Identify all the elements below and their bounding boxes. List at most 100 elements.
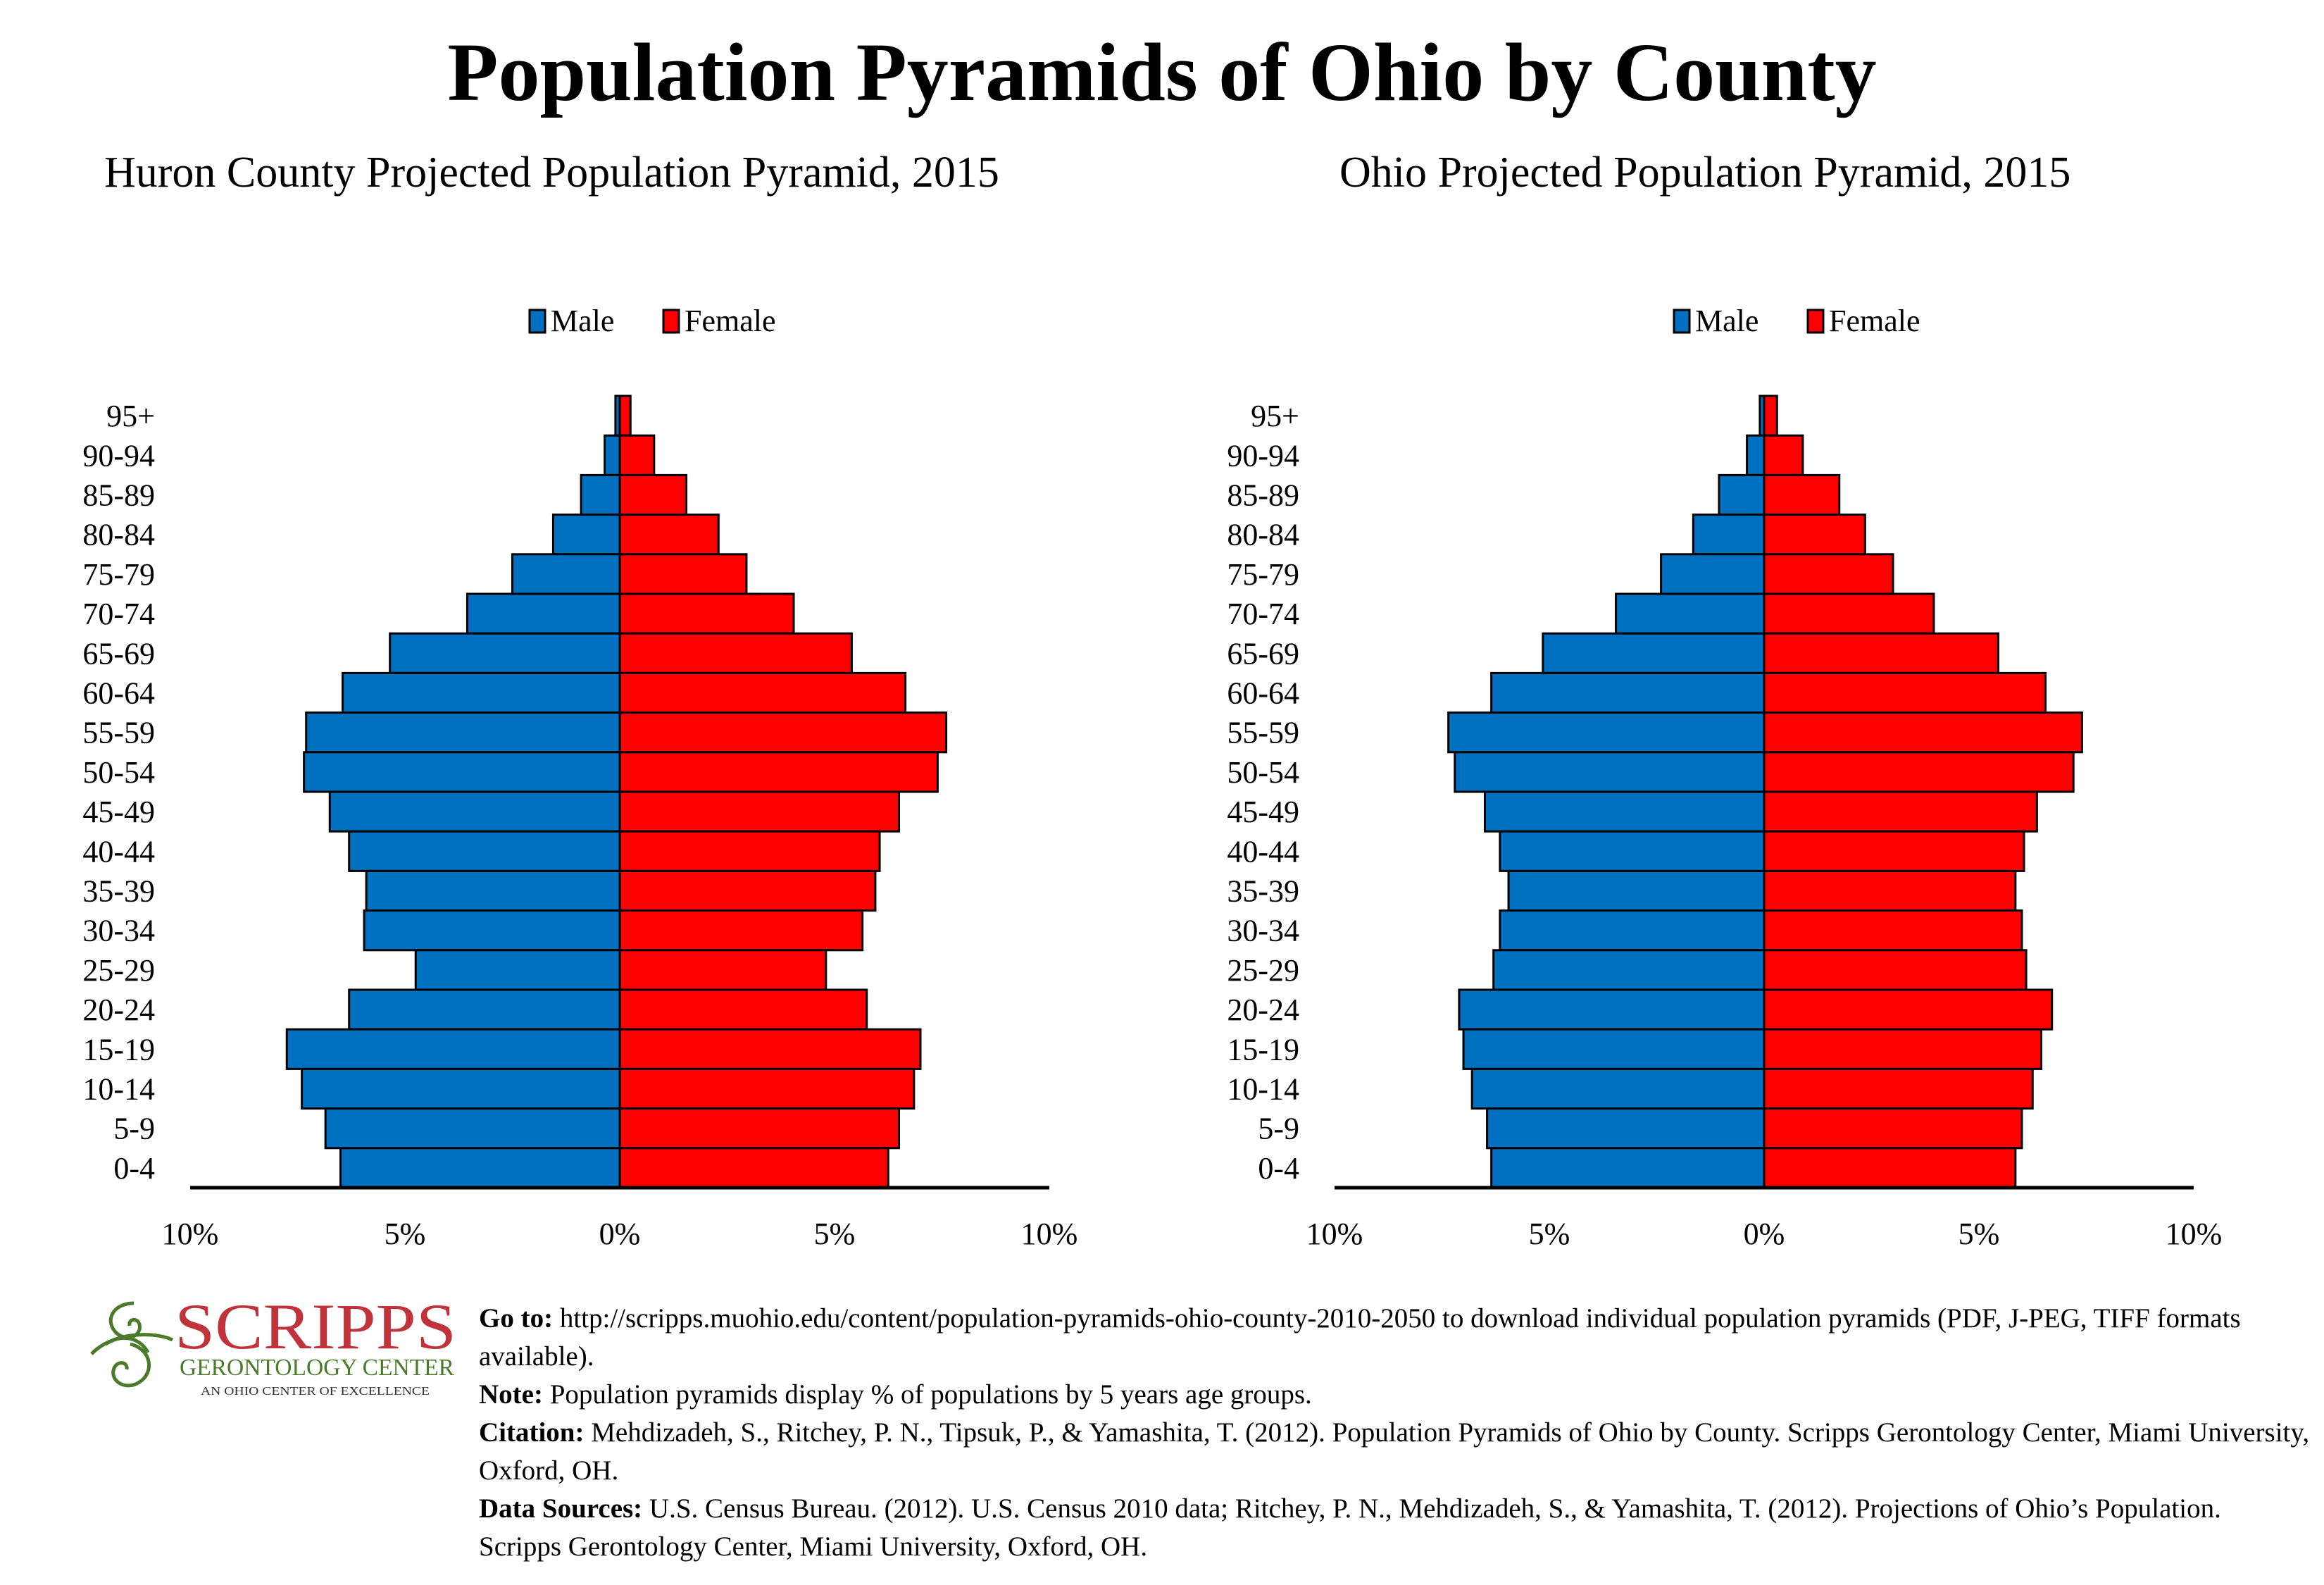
y-tick-label: 65-69 [82, 636, 155, 671]
bar-female-85-89 [1763, 473, 1841, 516]
chart-title-huron: Huron County Projected Population Pyrami… [104, 149, 999, 197]
bar-female-15-19 [1763, 1028, 2042, 1070]
pyramid-chart-huron: Male Female 95+ 90-94 85-89 80-84 75-79 70-74 65… [82, 304, 1078, 1251]
bar-female-25-29 [618, 949, 827, 991]
y-tick-label: 0-4 [1258, 1151, 1299, 1186]
bar-male-85-89 [580, 473, 621, 516]
x-tick-label: 5% [1958, 1217, 2000, 1251]
y-tick-label: 0-4 [113, 1151, 155, 1186]
bar-male-0-4 [339, 1147, 621, 1189]
bar-male-35-39 [365, 869, 621, 912]
bar-male-5-9 [324, 1107, 621, 1150]
footer-goto-link[interactable]: http://scripps.muohio.edu/content/popula… [479, 1303, 2241, 1372]
bar-female-60-64 [618, 671, 907, 714]
swirl-icon [90, 1301, 174, 1388]
y-tick-label: 10-14 [1227, 1072, 1299, 1107]
bar-male-65-69 [389, 632, 621, 674]
bar-female-40-44 [1763, 830, 2025, 872]
footer-note: Note: Population pyramids display % of p… [479, 1379, 1312, 1410]
y-tick-label: 80-84 [82, 518, 155, 552]
bar-male-70-74 [466, 592, 621, 635]
bar-female-5-9 [618, 1107, 900, 1150]
legend-swatch-male [1673, 309, 1691, 334]
y-tick-label: 75-79 [82, 557, 155, 592]
y-tick-label: 85-89 [1227, 478, 1299, 513]
bar-female-65-69 [618, 632, 853, 674]
legend: Male Female [528, 304, 776, 338]
legend: Male Female [1673, 304, 1920, 338]
bar-female-35-39 [618, 869, 877, 912]
bar-male-90-94 [604, 434, 621, 476]
bar-female-0-4 [618, 1147, 889, 1189]
bar-male-15-19 [1462, 1028, 1766, 1070]
x-tick-label: 5% [1529, 1217, 1570, 1251]
y-tick-label: 25-29 [82, 953, 155, 988]
bar-female-80-84 [1763, 514, 1866, 556]
y-tick-label: 90-94 [1227, 438, 1299, 473]
bar-male-15-19 [285, 1028, 621, 1070]
bar-female-25-29 [1763, 949, 2028, 991]
x-tick-label: 0% [1744, 1217, 1785, 1251]
legend-swatch-female [662, 309, 680, 334]
bar-male-55-59 [305, 711, 621, 754]
bar-female-35-39 [1763, 869, 2017, 912]
y-tick-label: 90-94 [82, 438, 155, 473]
bar-male-20-24 [1458, 988, 1766, 1031]
bar-male-80-84 [1692, 514, 1766, 556]
x-tick-label: 5% [814, 1217, 856, 1251]
y-tick-label: 45-49 [82, 795, 155, 829]
y-tick-label: 35-39 [1227, 874, 1299, 909]
bar-male-80-84 [551, 514, 621, 556]
bar-male-35-39 [1507, 869, 1766, 912]
x-tick-label: 10% [2166, 1217, 2223, 1251]
y-tick-label: 15-19 [82, 1032, 155, 1067]
x-tick-label: 10% [162, 1217, 219, 1251]
footer-goto: Go to: http://scripps.muohio.edu/content… [479, 1303, 2241, 1372]
bar-female-55-59 [1763, 711, 2083, 754]
y-tick-label: 85-89 [82, 478, 155, 513]
bar-male-60-64 [342, 671, 621, 714]
legend-label-male: Male [551, 304, 614, 338]
bar-male-85-89 [1718, 473, 1766, 516]
bar-male-40-44 [1499, 830, 1766, 872]
y-tick-label: 80-84 [1227, 518, 1299, 552]
bar-female-60-64 [1763, 671, 2047, 714]
y-tick-label: 50-54 [82, 755, 155, 790]
bar-female-20-24 [1763, 988, 2054, 1031]
x-tick-label: 10% [1021, 1217, 1078, 1251]
logo-subtitle: GERONTOLOGY CENTER [180, 1355, 454, 1381]
bar-female-70-74 [618, 592, 795, 635]
bar-male-10-14 [301, 1067, 621, 1110]
legend-label-female: Female [685, 304, 776, 338]
y-tick-label: 45-49 [1227, 795, 1299, 829]
bar-female-5-9 [1763, 1107, 2023, 1150]
bar-female-75-79 [1763, 553, 1894, 595]
footer-citation: Citation: Mehdizadeh, S., Ritchey, P. N.… [479, 1417, 2310, 1486]
bar-male-50-54 [303, 751, 621, 793]
y-tick-label: 95+ [106, 399, 155, 433]
bar-female-90-94 [618, 434, 656, 476]
y-tick-label: 70-74 [82, 597, 155, 631]
chart-title-ohio: Ohio Projected Population Pyramid, 2015 [1339, 149, 2071, 197]
x-tick-label: 5% [385, 1217, 426, 1251]
y-tick-label: 40-44 [82, 834, 155, 869]
bar-male-40-44 [348, 830, 621, 872]
bar-male-70-74 [1615, 592, 1766, 635]
bar-female-15-19 [618, 1028, 922, 1070]
legend-swatch-male [528, 309, 546, 334]
bar-male-60-64 [1490, 671, 1766, 714]
bar-female-30-34 [618, 909, 864, 952]
bar-male-0-4 [1490, 1147, 1766, 1189]
bar-male-25-29 [1492, 949, 1766, 991]
bar-male-75-79 [511, 553, 621, 595]
y-tick-label: 70-74 [1227, 597, 1299, 631]
bar-female-10-14 [618, 1067, 916, 1110]
y-tick-label: 20-24 [82, 993, 155, 1027]
bar-female-85-89 [618, 473, 688, 516]
bar-female-50-54 [618, 751, 939, 793]
y-tick-label: 60-64 [82, 676, 155, 711]
y-tick-label: 5-9 [1258, 1112, 1299, 1146]
bar-female-40-44 [618, 830, 881, 872]
y-tick-label: 75-79 [1227, 557, 1299, 592]
bar-female-45-49 [1763, 790, 2038, 833]
